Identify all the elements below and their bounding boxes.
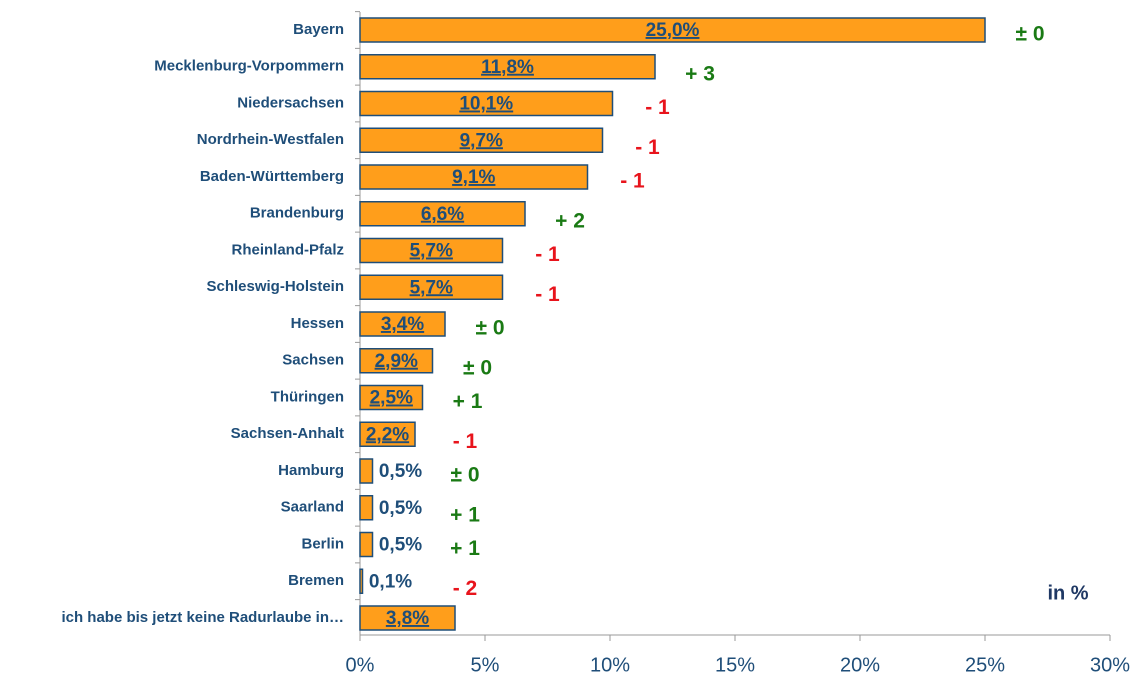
category-label: Bremen: [288, 572, 344, 589]
category-label: ich habe bis jetzt keine Radurlaube in…: [61, 609, 344, 626]
value-label: 0,1%: [369, 571, 412, 592]
change-label: ± 0: [1015, 23, 1044, 46]
value-label: 2,5%: [370, 388, 413, 409]
change-label: ± 0: [450, 464, 479, 487]
value-label: 2,2%: [366, 424, 409, 445]
x-tick-label: 20%: [840, 654, 880, 676]
value-label: 25,0%: [646, 20, 700, 41]
bar: [359, 531, 374, 558]
category-label: Saarland: [281, 499, 344, 516]
value-label: 5,7%: [410, 241, 453, 262]
change-label: + 1: [450, 537, 480, 560]
value-label: 9,7%: [460, 130, 503, 151]
x-tick-label: 30%: [1090, 654, 1130, 676]
bar: [359, 274, 504, 300]
category-label: Berlin: [301, 535, 344, 552]
bar: [359, 421, 416, 447]
unit-label: in %: [1047, 582, 1088, 604]
x-tick-label: 5%: [471, 654, 500, 676]
value-label: 6,6%: [421, 204, 464, 225]
value-label: 0,5%: [379, 498, 422, 519]
category-label: Sachsen: [282, 352, 344, 369]
bar: [359, 17, 986, 43]
change-label: + 3: [685, 62, 715, 85]
bar: [359, 201, 526, 227]
change-label: - 1: [635, 136, 660, 159]
value-label: 3,8%: [386, 608, 429, 629]
bar: [359, 605, 456, 631]
change-label: - 1: [645, 96, 670, 119]
bar: [359, 127, 604, 153]
value-label: 9,1%: [452, 167, 495, 188]
change-label: + 1: [453, 390, 483, 413]
category-label: Bayern: [293, 21, 344, 38]
change-label: ± 0: [475, 317, 504, 340]
category-label: Hamburg: [278, 462, 344, 479]
change-label: + 2: [555, 209, 585, 232]
bar: [359, 90, 614, 117]
category-label: Baden-Württemberg: [200, 168, 344, 185]
bar: [359, 164, 589, 190]
value-label: 0,5%: [379, 461, 422, 482]
bar: [359, 568, 364, 594]
bar: [359, 495, 374, 521]
bar: [359, 384, 424, 411]
bar: [359, 348, 434, 374]
category-label: Thüringen: [271, 388, 344, 405]
value-label: 2,9%: [375, 351, 418, 372]
bar: [359, 458, 374, 484]
x-tick-label: 0%: [346, 654, 375, 676]
bar: [359, 237, 504, 264]
category-label: Brandenburg: [250, 205, 344, 222]
value-label: 5,7%: [410, 277, 453, 298]
bar: [359, 311, 446, 337]
x-tick-label: 25%: [965, 654, 1005, 676]
change-label: ± 0: [463, 356, 492, 379]
value-label: 3,4%: [381, 314, 424, 335]
category-label: Niedersachsen: [237, 94, 344, 111]
x-tick-label: 15%: [715, 654, 755, 676]
value-label: 0,5%: [379, 535, 422, 556]
category-label: Rheinland-Pfalz: [231, 241, 344, 258]
value-label: 10,1%: [459, 94, 513, 115]
change-label: - 1: [535, 243, 560, 266]
category-label: Schleswig-Holstein: [206, 278, 344, 295]
change-label: + 1: [450, 503, 480, 526]
change-label: - 1: [453, 430, 478, 453]
change-label: - 1: [535, 283, 560, 306]
category-label: Nordrhein-Westfalen: [197, 131, 344, 148]
category-label: Hessen: [291, 315, 344, 332]
change-label: - 2: [453, 577, 478, 600]
bar: [359, 54, 656, 80]
category-label: Mecklenburg-Vorpommern: [154, 58, 344, 75]
value-label: 11,8%: [481, 57, 534, 78]
change-label: - 1: [620, 170, 645, 193]
category-label: Sachsen-Anhalt: [231, 425, 344, 442]
x-tick-label: 10%: [590, 654, 630, 676]
